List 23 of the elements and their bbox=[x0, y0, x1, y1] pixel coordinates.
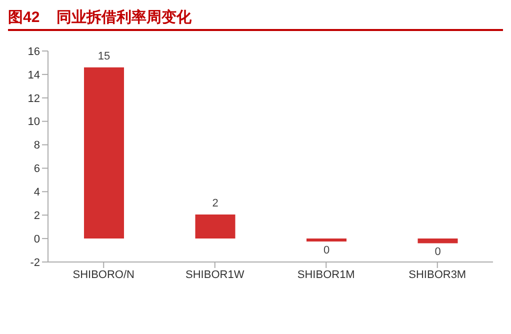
bar bbox=[418, 238, 458, 244]
y-tick-label: 2 bbox=[34, 210, 40, 222]
y-tick-label: 14 bbox=[28, 69, 40, 82]
data-label: 2 bbox=[212, 198, 218, 210]
chart-title: 图42 同业拆借利率周变化 bbox=[8, 8, 503, 31]
y-tick-label: 12 bbox=[28, 92, 40, 105]
x-tick-label: SHIBORO/N bbox=[72, 268, 135, 281]
y-tick-label: 10 bbox=[28, 116, 40, 128]
bar bbox=[306, 238, 346, 242]
y-tick-label: 16 bbox=[28, 46, 40, 58]
x-tick-label: SHIBOR1M bbox=[297, 268, 355, 281]
data-label: 0 bbox=[323, 244, 330, 256]
x-tick-label: SHIBOR3M bbox=[408, 268, 466, 281]
y-tick-label: 4 bbox=[34, 186, 40, 199]
data-label: 0 bbox=[434, 246, 441, 258]
y-tick-label: 8 bbox=[34, 140, 40, 152]
bar bbox=[84, 67, 124, 239]
x-tick-label: SHIBOR1W bbox=[186, 268, 245, 281]
data-label: 15 bbox=[98, 50, 110, 62]
y-tick-label: -2 bbox=[30, 256, 40, 269]
y-tick-label: 0 bbox=[34, 233, 40, 246]
bar bbox=[195, 214, 236, 239]
y-tick-label: 6 bbox=[34, 163, 40, 176]
